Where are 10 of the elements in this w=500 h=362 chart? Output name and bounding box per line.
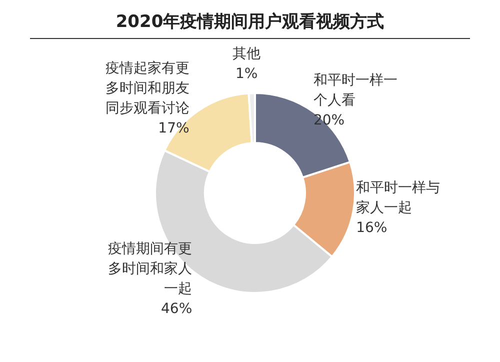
slice-label: 和平时一样与家人一起 [356, 180, 440, 216]
slice-label: 和平时一样一个人看 [313, 72, 398, 108]
data-label: 16% [356, 220, 388, 236]
data-label: 17% [158, 120, 190, 137]
slice-label: 疫情起家有更多时间和朋友同步观看讨论 [105, 60, 190, 117]
chart-title: 2020年疫情期间用户观看视频方式 [114, 11, 386, 33]
slice-label: 疫情期间有更多时间和家人一起 [108, 241, 192, 298]
data-label: 46% [161, 301, 192, 318]
slice-label: 其他 [232, 46, 261, 62]
data-label: 1% [236, 66, 258, 82]
